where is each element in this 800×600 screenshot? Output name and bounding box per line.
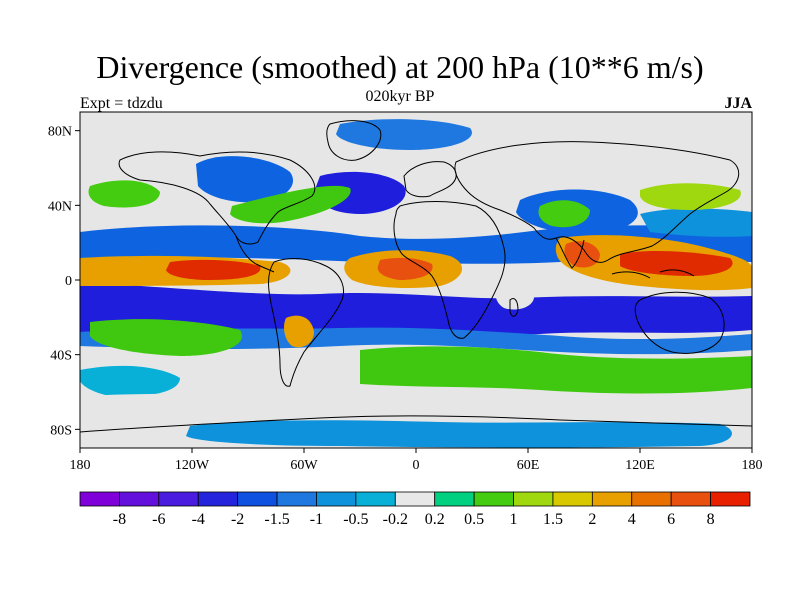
colorbar-swatch — [119, 491, 160, 507]
field-positive-southeast-pacific — [90, 319, 242, 356]
colorbar-label: 0.5 — [464, 511, 484, 528]
field-strong-positive-pacific — [166, 259, 261, 280]
coastline-antarctica — [80, 415, 752, 433]
colorbar-label: 4 — [628, 511, 636, 528]
coastline-indonesia — [611, 269, 695, 279]
colorbar-label: -6 — [152, 511, 165, 528]
coastline-madagascar — [509, 297, 519, 317]
colorbar-swatch — [355, 491, 396, 507]
lat-tick-label: 80N — [48, 125, 72, 140]
colorbar-swatch — [276, 491, 317, 507]
longitude-axis: 180 120W 60W 0 60E 120E 180 — [70, 448, 763, 473]
lat-tick-label: 80S — [50, 423, 72, 438]
colorbar-swatch — [316, 491, 357, 507]
coastline-greenland — [326, 120, 382, 161]
lon-tick-label: 60W — [290, 458, 318, 473]
field-positive-central-asia — [538, 200, 590, 228]
divergence-field — [80, 119, 752, 448]
field-neutral-south-atlantic — [495, 284, 534, 310]
colorbar-label: -4 — [192, 511, 205, 528]
field-strong-positive-asia — [620, 251, 733, 276]
coastlines — [80, 120, 752, 433]
colorbar-swatch — [670, 491, 711, 507]
latitude-axis: 80N 40N 0 40S 80S — [48, 125, 80, 438]
field-negative-south-pacific — [80, 365, 180, 397]
colorbar: -8 -6 -4 -2 -1.5 -1 -0.5 -0.2 0.2 0.5 1 1.5 2 4 6 8 — [79, 491, 751, 528]
field-positive-andes — [284, 315, 314, 348]
colorbar-label: 1 — [510, 511, 518, 528]
colorbar-label: 2 — [588, 511, 596, 528]
colorbar-label: -2 — [231, 511, 244, 528]
colorbar-label: -0.5 — [343, 511, 368, 528]
map-title: Divergence (smoothed) at 200 hPa (10**6 … — [96, 49, 704, 85]
lat-tick-label: 40S — [50, 349, 72, 364]
coastline-south-america — [268, 258, 344, 387]
coastline-north-america — [118, 151, 316, 245]
colorbar-label: 1.5 — [543, 511, 563, 528]
field-neutral-southern-ocean — [80, 393, 752, 420]
field-positive-indian-monsoon — [564, 241, 600, 268]
lat-tick-label: 0 — [65, 274, 72, 289]
field-positive-south-band — [360, 346, 752, 394]
lon-tick-label: 0 — [413, 458, 420, 473]
coastline-africa — [393, 201, 506, 339]
field-strong-positive-africa — [377, 257, 433, 280]
colorbar-label: -8 — [113, 511, 126, 528]
season-label: JJA — [724, 95, 752, 112]
lon-tick-label: 60E — [517, 458, 540, 473]
colorbar-label: 0.2 — [425, 511, 445, 528]
lon-tick-label: 180 — [742, 458, 763, 473]
field-positive-north-pacific — [640, 183, 741, 210]
field-negative-band-subtropics-south — [80, 282, 752, 337]
field-positive-subarctic — [88, 180, 160, 208]
field-negative-north-pacific — [196, 156, 294, 203]
colorbar-swatch — [591, 491, 633, 507]
colorbar-swatch — [79, 491, 120, 507]
field-negative-antarctic — [186, 420, 732, 448]
coastline-india — [555, 237, 585, 269]
lat-tick-label: 40N — [48, 199, 72, 214]
field-negative-north-pacific-east — [640, 208, 752, 237]
colorbar-swatch — [473, 491, 514, 507]
time-label: 020kyr BP — [365, 88, 435, 105]
colorbar-swatch — [394, 491, 436, 507]
colorbar-swatch — [710, 491, 751, 507]
colorbar-label: 6 — [667, 511, 675, 528]
lon-tick-label: 180 — [70, 458, 91, 473]
colorbar-label: -0.2 — [383, 511, 408, 528]
colorbar-swatch — [158, 491, 199, 507]
colorbar-swatch — [237, 491, 278, 507]
coastline-europe — [403, 161, 457, 198]
colorbar-swatch — [513, 491, 554, 507]
lon-tick-label: 120E — [625, 458, 655, 473]
colorbar-swatch — [552, 491, 593, 507]
coastline-australia — [634, 291, 725, 354]
colorbar-swatch — [631, 491, 672, 507]
field-positive-north-atlantic — [230, 185, 351, 224]
field-negative-arctic — [336, 119, 472, 150]
field-negative-band-southern — [80, 327, 752, 355]
map-plot-area — [80, 112, 752, 448]
experiment-label: Expt = tdzdu — [80, 95, 163, 112]
colorbar-swatch — [197, 491, 239, 507]
coastline-asia — [454, 141, 740, 263]
lon-tick-label: 120W — [175, 458, 210, 473]
colorbar-label: -1.5 — [264, 511, 289, 528]
colorbar-label: -1 — [310, 511, 323, 528]
colorbar-swatch — [434, 491, 475, 507]
colorbar-label: 8 — [707, 511, 715, 528]
